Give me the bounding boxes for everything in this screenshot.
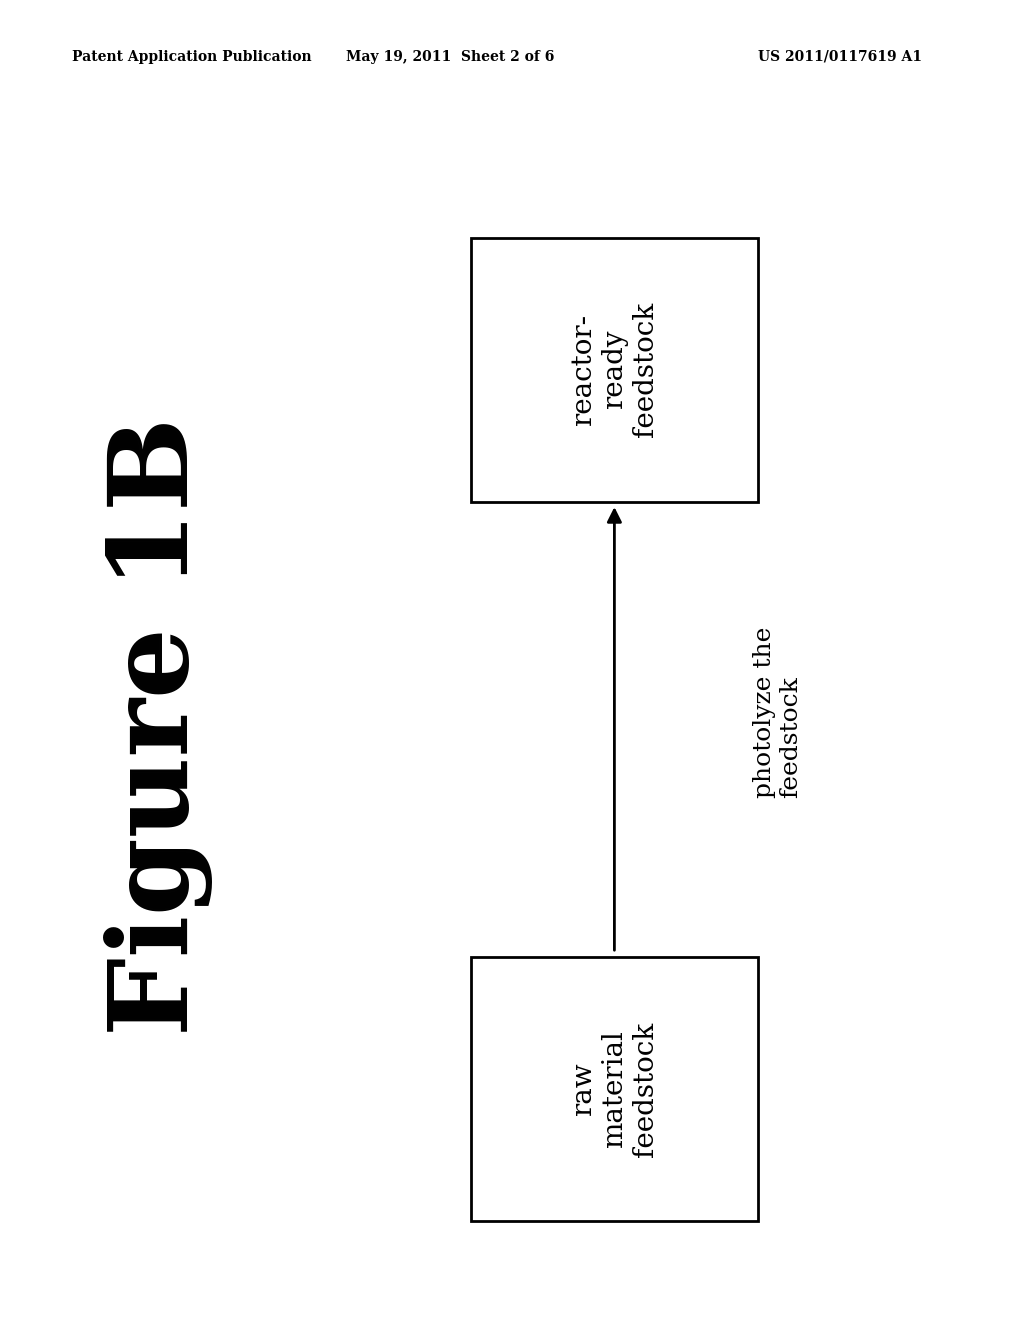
Text: May 19, 2011  Sheet 2 of 6: May 19, 2011 Sheet 2 of 6 bbox=[346, 50, 555, 63]
FancyBboxPatch shape bbox=[471, 957, 758, 1221]
Text: US 2011/0117619 A1: US 2011/0117619 A1 bbox=[758, 50, 922, 63]
Text: raw
material
feedstock: raw material feedstock bbox=[569, 1022, 659, 1156]
FancyBboxPatch shape bbox=[471, 238, 758, 502]
Text: Patent Application Publication: Patent Application Publication bbox=[72, 50, 311, 63]
Text: reactor-
ready
feedstock: reactor- ready feedstock bbox=[569, 302, 659, 437]
Text: photolyze the
feedstock: photolyze the feedstock bbox=[753, 627, 802, 799]
Text: Figure 1B: Figure 1B bbox=[104, 417, 213, 1035]
